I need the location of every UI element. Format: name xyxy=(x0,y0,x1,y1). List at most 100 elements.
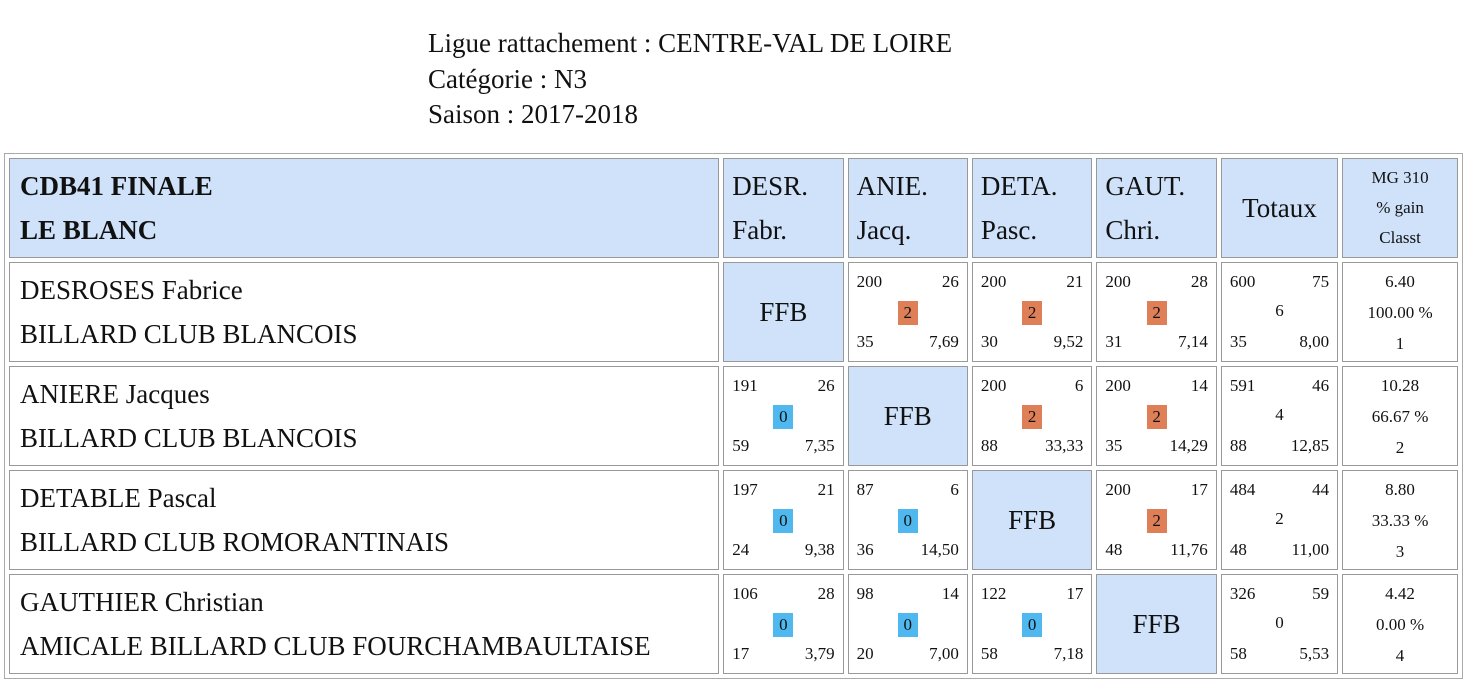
column-header-anie: ANIE. Jacq. xyxy=(847,158,968,258)
totals-cell: 326 59 0 58 5,53 xyxy=(1220,574,1339,674)
match-result: 197 21 0 24 9,38 xyxy=(724,471,842,569)
totals-match-points: 2 xyxy=(1275,509,1284,528)
match-high-run: 20 xyxy=(856,644,874,663)
match-cell: 200 28 2 31 7,14 xyxy=(1096,262,1217,362)
match-innings: 6 xyxy=(1074,376,1084,395)
match-score-badge: 0 xyxy=(773,509,794,533)
match-high-run: 88 xyxy=(980,436,998,455)
ranking: 4 xyxy=(1395,645,1405,665)
match-score-badge: 0 xyxy=(897,613,918,637)
match-cell: 98 14 0 20 7,00 xyxy=(847,574,968,674)
column-header-totaux: Totaux xyxy=(1220,158,1339,258)
match-average: 11,76 xyxy=(1170,540,1208,559)
match-score-wrapper: 2 xyxy=(973,301,1091,325)
match-result: 98 14 0 20 7,00 xyxy=(849,575,967,673)
mg-header-line2: % gain xyxy=(1376,198,1424,217)
match-average: 5,53 xyxy=(1299,644,1330,663)
match-innings: 14 xyxy=(941,584,959,603)
match-result: 200 6 2 88 33,33 xyxy=(973,367,1091,465)
totals-match-points: 6 xyxy=(1275,301,1284,320)
match-points: 326 xyxy=(1229,584,1256,603)
match-average: 33,33 xyxy=(1045,436,1084,455)
general-average: 6.40 xyxy=(1385,271,1415,291)
match-score-badge: 2 xyxy=(1022,301,1043,325)
match-high-run: 35 xyxy=(856,332,874,351)
match-innings: 6 xyxy=(950,480,959,499)
match-score-wrapper: 0 xyxy=(1222,613,1337,633)
totals-cell: 484 44 2 48 11,00 xyxy=(1220,470,1339,570)
match-innings: 44 xyxy=(1312,480,1330,499)
match-cell: 200 14 2 35 14,29 xyxy=(1096,366,1217,466)
match-high-run: 58 xyxy=(980,644,998,663)
column-header-gaut: GAUT. Chri. xyxy=(1096,158,1217,258)
player-row: DETABLE Pascal BILLARD CLUB ROMORANTINAIS… xyxy=(9,470,1458,570)
match-points: 484 xyxy=(1229,480,1256,499)
match-score-badge: 0 xyxy=(773,613,794,637)
match-points: 98 xyxy=(856,584,874,603)
mg-header-line1: MG 310 xyxy=(1371,168,1429,187)
win-percentage: 100.00 % xyxy=(1367,302,1433,322)
match-points: 200 xyxy=(980,376,1007,395)
mg-header-line3: Classt xyxy=(1379,228,1421,247)
match-average: 7,18 xyxy=(1053,644,1084,663)
match-points: 106 xyxy=(732,584,758,603)
match-points: 197 xyxy=(732,480,758,499)
results-table: CDB41 FINALE LE BLANC DESR. Fabr. ANIE. … xyxy=(4,153,1463,679)
column-header-line1: ANIE. xyxy=(856,171,928,201)
match-high-run: 35 xyxy=(1105,436,1123,455)
match-result: 200 28 2 31 7,14 xyxy=(1097,263,1215,361)
match-innings: 17 xyxy=(1190,480,1208,499)
mg-cell: 10.28 66.67 % 2 xyxy=(1342,366,1458,466)
column-header-desr: DESR. Fabr. xyxy=(723,158,844,258)
totals-match-points: 4 xyxy=(1275,405,1284,424)
match-score-wrapper: 4 xyxy=(1222,405,1337,425)
match-score-badge: 2 xyxy=(1146,301,1167,325)
match-average: 12,85 xyxy=(1290,436,1330,455)
match-average: 7,69 xyxy=(929,332,959,351)
match-points: 591 xyxy=(1229,376,1256,395)
match-score-wrapper: 0 xyxy=(724,509,842,533)
column-header-line2: Chri. xyxy=(1105,215,1161,245)
match-result: 326 59 0 58 5,53 xyxy=(1222,575,1337,673)
win-percentage: 0.00 % xyxy=(1375,614,1425,634)
player-row: ANIERE Jacques BILLARD CLUB BLANCOIS 191 26… xyxy=(9,366,1458,466)
column-header-line1: DESR. xyxy=(732,171,808,201)
player-row: GAUTHIER Christian AMICALE BILLARD CLUB F… xyxy=(9,574,1458,674)
match-points: 600 xyxy=(1229,272,1256,291)
match-innings: 21 xyxy=(817,480,835,499)
match-innings: 28 xyxy=(1190,272,1208,291)
match-cell: 200 26 2 35 7,69 xyxy=(847,262,968,362)
match-points: 200 xyxy=(980,272,1007,291)
ffb-self-cell: FFB xyxy=(723,262,844,362)
match-score-badge: 2 xyxy=(1146,405,1167,429)
column-header-line1: DETA. xyxy=(980,171,1058,201)
match-cell: 200 6 2 88 33,33 xyxy=(971,366,1093,466)
match-result: 200 21 2 30 9,52 xyxy=(973,263,1091,361)
match-result: 591 46 4 88 12,85 xyxy=(1222,367,1337,465)
match-result: 200 26 2 35 7,69 xyxy=(849,263,967,361)
mg-cell: 6.40 100.00 % 1 xyxy=(1342,262,1458,362)
player-cell: DETABLE Pascal BILLARD CLUB ROMORANTINAIS xyxy=(9,470,720,570)
match-points: 191 xyxy=(732,376,758,395)
match-score-wrapper: 2 xyxy=(1097,405,1215,429)
saison-line: Saison : 2017-2018 xyxy=(428,99,639,129)
match-score-wrapper: 2 xyxy=(1097,301,1215,325)
general-average: 4.42 xyxy=(1385,583,1415,603)
table-header-row: CDB41 FINALE LE BLANC DESR. Fabr. ANIE. … xyxy=(9,158,1458,258)
match-points: 87 xyxy=(856,480,874,499)
match-result: 122 17 0 58 7,18 xyxy=(973,575,1091,673)
match-cell: 200 17 2 48 11,76 xyxy=(1096,470,1217,570)
match-cell: 200 21 2 30 9,52 xyxy=(971,262,1093,362)
match-score-wrapper: 2 xyxy=(849,301,967,325)
ranking: 1 xyxy=(1395,333,1405,353)
match-average: 14,29 xyxy=(1169,436,1208,455)
general-average: 8.80 xyxy=(1385,479,1415,499)
mg-cell: 8.80 33.33 % 3 xyxy=(1342,470,1458,570)
match-score-wrapper: 6 xyxy=(1222,301,1337,321)
match-result: 200 14 2 35 14,29 xyxy=(1097,367,1215,465)
player-row: DESROSES Fabrice BILLARD CLUB BLANCOIS FFB… xyxy=(9,262,1458,362)
match-cell: 106 28 0 17 3,79 xyxy=(723,574,844,674)
match-innings: 75 xyxy=(1312,272,1330,291)
match-score-wrapper: 0 xyxy=(724,613,842,637)
player-name: ANIERE Jacques xyxy=(20,379,210,409)
